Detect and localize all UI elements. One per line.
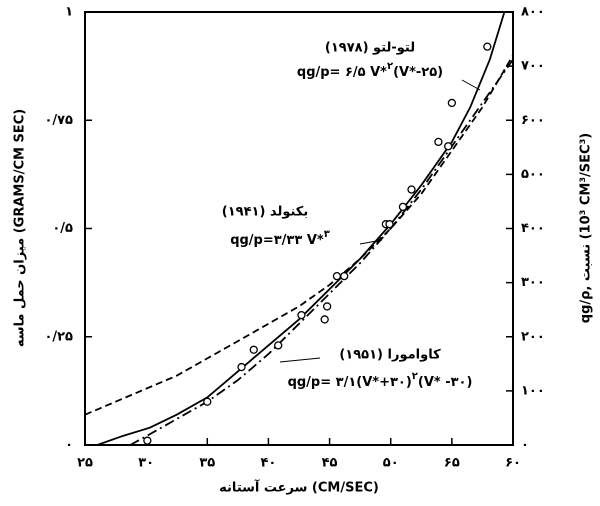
x-tick-label: ۴۰ <box>260 456 276 471</box>
data-point <box>143 436 152 445</box>
annotation-title: کاوامورا (۱۹۵۱) <box>339 348 441 363</box>
data-point <box>407 185 416 194</box>
leader-line <box>279 357 321 363</box>
data-point <box>483 42 492 51</box>
y2-tick-label: ۴۰۰ <box>521 221 545 236</box>
formula-part: qg/p=۳/۳۳ V* <box>230 233 324 248</box>
data-point <box>322 302 332 311</box>
y2-axis-label: qg/ρ, نسبت (10³ CM³/SEC³) <box>579 133 594 323</box>
curve <box>84 54 514 416</box>
data-point <box>385 220 394 229</box>
formula-superscript: ۲ <box>387 61 393 72</box>
annotation-formula: qg/p= ۶/۵ V*۲(V*-۲۵) <box>297 61 443 80</box>
y-tick-label: ۰ <box>65 438 73 453</box>
annotation-formula: qg/p=۳/۳۳ V*۳ <box>230 229 330 248</box>
y-tick-label: ۰/۵ <box>52 221 73 236</box>
formula-superscript: ۳ <box>324 229 330 240</box>
x-tick-label: ۵۰ <box>383 456 399 471</box>
formula-part: qg/p= ۳/۱(V*+۳۰) <box>288 375 412 390</box>
y-tick-label: ۱ <box>65 5 73 20</box>
data-point <box>332 271 342 281</box>
data-point <box>249 345 258 354</box>
y-tick-label: ۰/۲۵ <box>44 329 73 344</box>
y-tick-label: ۰/۷۵ <box>44 113 73 128</box>
data-point <box>447 98 457 108</box>
data-point <box>274 341 283 350</box>
x-axis-label: سرعت آستانه (CM/SEC) <box>219 479 379 496</box>
curve <box>129 59 514 446</box>
y-axis-label: میزان حمل ماسه (GRAMS/CM SEC) <box>13 109 28 347</box>
formula-part: (V*-۲۵) <box>393 65 443 80</box>
x-tick-label: ۶۰ <box>505 456 521 471</box>
annotation-title: بکنولد (۱۹۴۱) <box>222 205 308 220</box>
curve <box>96 11 506 446</box>
data-point <box>297 310 306 320</box>
annotation-formula: qg/p= ۳/۱(V*+۳۰)۲(V* -۳۰) <box>288 371 473 390</box>
data-point <box>434 137 443 147</box>
y2-tick-label: ۰ <box>521 438 529 453</box>
data-point <box>444 142 453 151</box>
data-point <box>203 397 212 406</box>
y2-tick-label: ۵۰۰ <box>521 167 545 182</box>
formula-part: (V* -۳۰) <box>418 375 473 390</box>
x-tick-label: ۳۵ <box>199 456 215 471</box>
data-point <box>340 271 349 281</box>
data-point <box>320 315 329 324</box>
x-tick-label: ۲۵ <box>77 456 93 471</box>
x-tick-label: ۶۵ <box>444 456 460 471</box>
y2-tick-label: ۷۰۰ <box>521 59 545 74</box>
formula-part: qg/p= ۶/۵ V* <box>297 65 387 80</box>
data-point <box>398 202 408 212</box>
data-point <box>237 362 246 372</box>
annotation-title: لتو-لتو (۱۹۷۸) <box>325 41 415 56</box>
y2-tick-label: ۶۰۰ <box>521 113 545 128</box>
x-tick-label: ۴۵ <box>322 456 338 471</box>
y2-tick-label: ۱۰۰ <box>521 383 545 398</box>
formula-superscript: ۲ <box>412 371 418 382</box>
y2-tick-label: ۲۰۰ <box>521 329 545 344</box>
y2-tick-label: ۸۰۰ <box>521 5 545 20</box>
leader-line <box>461 79 481 91</box>
y2-tick-label: ۳۰۰ <box>521 275 545 290</box>
x-tick-label: ۳۰ <box>138 456 154 471</box>
